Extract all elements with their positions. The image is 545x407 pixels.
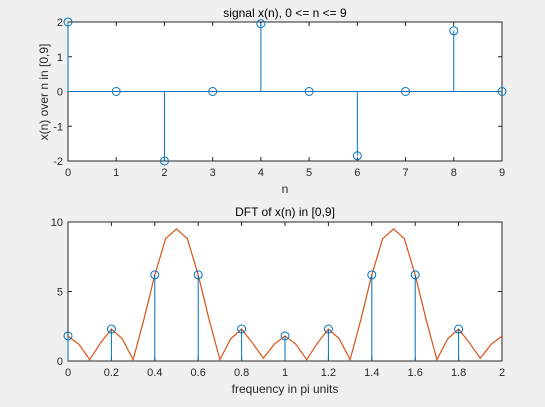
stem-marker (454, 324, 464, 334)
y-tick-label: -2 (53, 156, 63, 168)
chart-title-signal: signal x(n), 0 <= n <= 9 (223, 6, 347, 20)
stem-marker (63, 17, 73, 27)
x-tick-label: 1.8 (451, 367, 466, 379)
x-tick-label: 4 (258, 167, 264, 179)
y-tick-label: 5 (57, 287, 63, 299)
x-tick-label: 9 (499, 167, 505, 179)
stem-marker (111, 87, 121, 96)
x-tick-label: 5 (306, 167, 312, 179)
x-tick-label: 0.8 (234, 367, 249, 379)
x-tick-label: 0.2 (104, 367, 119, 379)
stem-marker (63, 331, 73, 341)
y-tick-label: -1 (53, 121, 63, 133)
x-tick-label: 1 (282, 367, 288, 379)
stem-marker (237, 324, 247, 334)
x-tick-label: 6 (354, 167, 360, 179)
stem-marker (208, 87, 218, 96)
stem-marker (106, 324, 116, 334)
marks-signal (63, 17, 507, 166)
stem-marker (323, 324, 333, 334)
x-tick-label: 0.4 (147, 367, 162, 379)
x-tick-label: 1.6 (408, 367, 423, 379)
x-tick-label: 2 (499, 367, 505, 379)
y-axis-label-signal: x(n) over n in [0,9] (37, 44, 51, 141)
subplot-signal: signal x(n), 0 <= n <= 9 n x(n) over n i… (37, 6, 507, 196)
x-tick-label: 0 (65, 167, 71, 179)
x-tick-label: 8 (451, 167, 457, 179)
x-tick-label: 7 (402, 167, 408, 179)
y-tick-label: 0 (57, 87, 63, 99)
x-tick-label: 3 (210, 167, 216, 179)
stem-marker (410, 270, 420, 280)
stem-marker (193, 270, 203, 280)
chart-title-dft: DFT of x(n) in [0,9] (235, 205, 335, 219)
stem-marker (367, 270, 377, 280)
subplot-dft: DFT of x(n) in [0,9] frequency in pi uni… (51, 205, 505, 396)
stem-marker (401, 87, 411, 96)
stem-marker (497, 87, 507, 96)
x-tick-label: 1.4 (364, 367, 379, 379)
x-tick-label: 0.6 (191, 367, 206, 379)
y-tick-label: 0 (57, 356, 63, 368)
x-tick-label: 2 (161, 167, 167, 179)
x-tick-label: 1.2 (321, 367, 336, 379)
ticks-dft: 0 0.2 0.4 0.6 0.8 1 1.2 1.4 1.6 1.8 2 0 5 10 (51, 217, 505, 379)
stem-marker (159, 156, 169, 166)
y-tick-label: 10 (51, 217, 63, 229)
stem-marker (150, 270, 160, 280)
stem-marker (280, 331, 290, 341)
y-tick-label: 1 (57, 52, 63, 64)
stem-marker (352, 151, 362, 161)
x-tick-label: 0 (65, 367, 71, 379)
x-tick-label: 1 (113, 167, 119, 179)
stem-marker (304, 87, 314, 96)
stem-marker (256, 19, 266, 29)
x-axis-label-signal: n (282, 182, 289, 196)
y-tick-label: 2 (57, 17, 63, 29)
x-axis-label-dft: frequency in pi units (232, 382, 339, 396)
marks-dft (63, 228, 503, 362)
stem-marker (449, 26, 459, 36)
